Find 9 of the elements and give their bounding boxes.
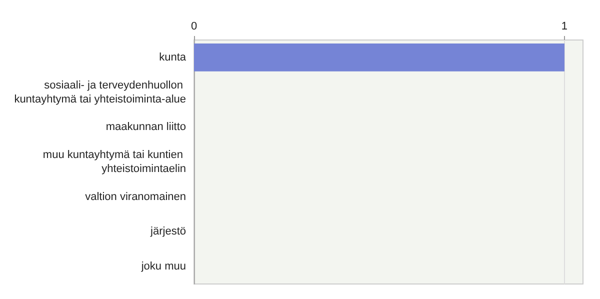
y-tick-label: kunta	[159, 51, 187, 64]
y-tick-label: muu kuntayhtymä tai kuntien yhteistoimintaelin	[42, 149, 186, 175]
y-tick-label: maakunnan liitto	[106, 121, 186, 134]
x-tick-label: 0	[190, 20, 198, 32]
y-tick-label: valtion viranomainen	[85, 190, 186, 203]
y-tick-label: joku muu	[140, 260, 186, 273]
x-tick-label: 1	[561, 20, 568, 32]
y-tick-label: sosiaali- ja terveydenhuollon kuntayhtymä tai yhteistoiminta-alue	[14, 79, 186, 106]
y-tick-label: järjestö	[150, 226, 186, 238]
